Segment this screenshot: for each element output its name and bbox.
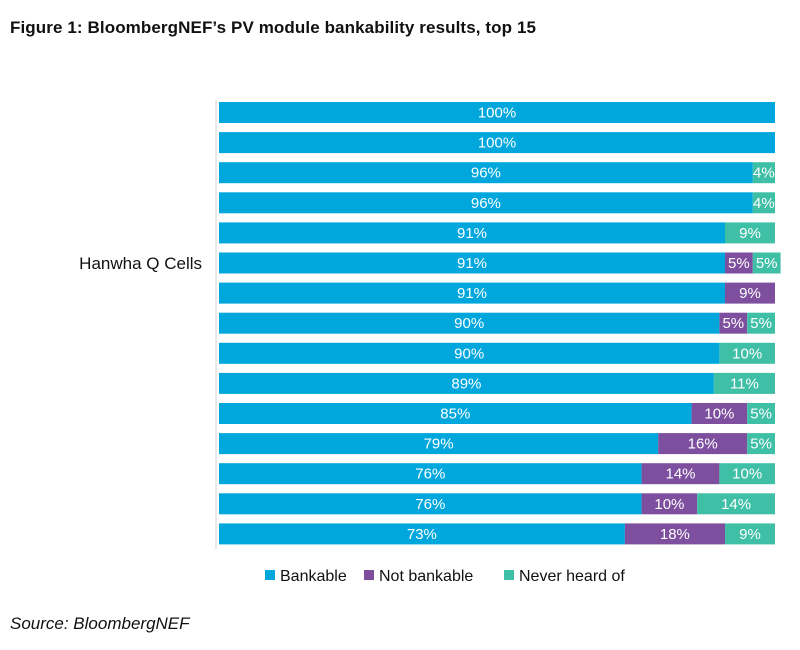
data-label-bankable-12: 76% [415,466,445,483]
bar-not-bankable-13 [641,493,698,515]
data-label-bankable-6: 91% [457,285,487,302]
bar-bankable-3 [219,192,753,214]
legend: Bankable Not bankable Never heard of [265,568,625,585]
data-label-never-heard-of-12: 10% [732,466,762,483]
data-label-bankable-4: 91% [457,225,487,242]
bar-never-heard-of-5 [752,252,781,274]
data-label-never-heard-of-10: 5% [750,406,772,423]
bar-never-heard-of-9 [713,372,775,394]
bar-bankable-4 [219,222,725,244]
bar-bankable-0 [219,102,775,123]
bar-bankable-11 [219,433,659,455]
bar-not-bankable-10 [691,403,748,424]
bar-bankable-5 [219,252,725,274]
bar-bankable-7 [219,312,720,334]
category-label-5: Hanwha Q Cells [79,254,202,273]
data-label-not-bankable-5: 5% [728,255,750,272]
data-label-bankable-0: 100% [478,105,516,122]
data-label-not-bankable-14: 18% [660,526,690,543]
bar-not-bankable-7 [719,312,748,334]
bar-not-bankable-5 [725,252,753,274]
data-label-bankable-3: 96% [471,195,501,212]
bar-never-heard-of-14 [725,523,775,545]
bar-never-heard-of-13 [697,493,775,515]
bar-not-bankable-12 [641,463,720,485]
data-label-not-bankable-13: 10% [654,496,684,513]
data-label-not-bankable-10: 10% [704,406,734,423]
data-label-bankable-9: 89% [451,375,481,392]
bar-never-heard-of-3 [752,192,775,214]
data-label-never-heard-of-9: 11% [730,375,759,392]
data-label-bankable-10: 85% [440,406,470,423]
bar-bankable-13 [219,493,642,515]
data-label-never-heard-of-3: 4% [753,195,775,212]
bar-never-heard-of-12 [719,463,775,485]
bar-never-heard-of-4 [725,222,775,244]
bar-bankable-12 [219,463,642,485]
data-label-not-bankable-11: 16% [688,436,718,453]
data-label-never-heard-of-5: 5% [756,255,778,272]
bar-never-heard-of-10 [747,403,775,424]
data-label-never-heard-of-13: 14% [721,496,751,513]
bar-not-bankable-6 [725,282,775,304]
bar-bankable-1 [219,132,775,154]
bar-never-heard-of-11 [747,433,775,455]
bar-bankable-9 [219,372,714,394]
bar-bankable-8 [219,342,720,364]
bar-not-bankable-14 [624,523,725,545]
legend-swatch-never-heard-of [504,570,514,580]
legend-label-not-bankable: Not bankable [379,568,473,585]
data-label-bankable-8: 90% [454,345,484,362]
data-label-bankable-7: 90% [454,315,484,332]
bars-group: 100% 100% 96% 4% 96% 4% 91% 9% 91% 5% 5% 91% 9% 90% 5%… [219,102,781,545]
bar-bankable-10 [219,403,692,424]
data-label-not-bankable-6: 9% [739,285,761,302]
bar-bankable-6 [219,282,725,304]
data-label-never-heard-of-7: 5% [750,315,772,332]
data-label-never-heard-of-8: 10% [732,345,762,362]
data-label-bankable-13: 76% [415,496,445,513]
bar-never-heard-of-2 [752,162,775,184]
legend-label-bankable: Bankable [280,568,347,585]
data-label-bankable-2: 96% [471,165,501,182]
bar-never-heard-of-7 [747,312,775,334]
legend-swatch-bankable [265,570,275,580]
data-label-never-heard-of-11: 5% [750,436,772,453]
bar-never-heard-of-8 [719,342,775,364]
legend-swatch-not-bankable [364,570,374,580]
bar-bankable-2 [219,162,753,184]
legend-label-never-heard-of: Never heard of [519,568,625,585]
data-label-never-heard-of-2: 4% [753,165,775,182]
category-labels-group: Hanwha Q Cells [79,254,202,273]
data-label-never-heard-of-4: 9% [739,225,761,242]
source-note: Source: BloombergNEF [10,614,190,633]
data-label-bankable-11: 79% [424,436,454,453]
data-label-not-bankable-7: 5% [722,315,744,332]
bar-bankable-14 [219,523,625,545]
data-label-bankable-5: 91% [457,255,487,272]
bar-not-bankable-11 [658,433,748,455]
data-label-bankable-1: 100% [478,135,516,152]
data-label-not-bankable-12: 14% [665,466,695,483]
chart-title: Figure 1: BloombergNEF’s PV module banka… [10,18,537,37]
data-label-bankable-14: 73% [407,526,437,543]
data-label-never-heard-of-14: 9% [739,526,761,543]
